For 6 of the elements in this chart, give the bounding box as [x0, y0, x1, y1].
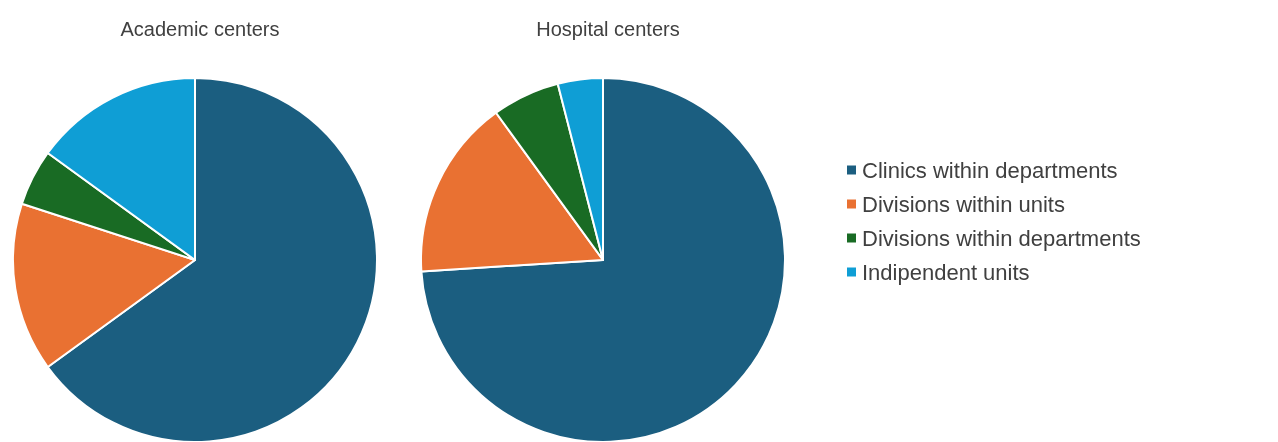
- slice-label: Hospital centers: [536, 18, 680, 40]
- legend-label: Clinics within departments: [862, 157, 1118, 183]
- legend-label: Divisions within units: [862, 191, 1065, 217]
- legend-label: Indipendent units: [862, 259, 1030, 285]
- slice-label: Academic centers: [120, 18, 280, 40]
- legend-label: Divisions within departments: [862, 225, 1141, 251]
